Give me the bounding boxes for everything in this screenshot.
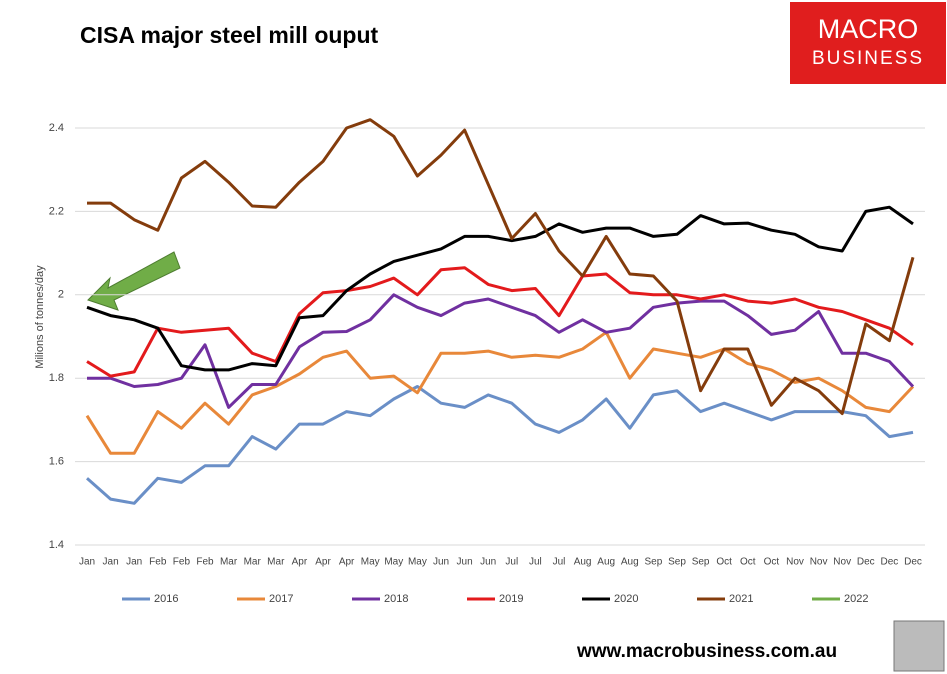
y-axis-label: Milions of tonnes/day bbox=[34, 265, 46, 369]
x-tick-label: May bbox=[384, 557, 403, 568]
x-tick-label: Jun bbox=[480, 557, 496, 568]
legend-label: 2022 bbox=[844, 593, 868, 605]
x-tick-label: Apr bbox=[339, 557, 355, 568]
x-tick-label: Oct bbox=[716, 557, 732, 568]
y-tick-label: 1.8 bbox=[49, 372, 64, 384]
chart-title: CISA major steel mill ouput bbox=[80, 22, 379, 48]
x-tick-label: Oct bbox=[740, 557, 756, 568]
x-tick-label: Feb bbox=[196, 557, 214, 568]
y-tick-label: 1.6 bbox=[49, 456, 64, 468]
legend-label: 2018 bbox=[384, 593, 408, 605]
legend-label: 2017 bbox=[269, 593, 293, 605]
x-tick-label: Dec bbox=[857, 557, 875, 568]
y-tick-label: 2.2 bbox=[49, 205, 64, 217]
x-tick-label: May bbox=[408, 557, 427, 568]
x-tick-label: Sep bbox=[668, 557, 686, 568]
x-tick-label: Nov bbox=[786, 557, 804, 568]
logo-text: MACRO bbox=[818, 14, 919, 44]
x-tick-label: Nov bbox=[833, 557, 851, 568]
logo-text: BUSINESS bbox=[812, 48, 924, 69]
x-tick-label: Jan bbox=[79, 557, 95, 568]
arrow bbox=[87, 251, 181, 311]
series-line bbox=[87, 118, 915, 416]
x-tick-label: Mar bbox=[220, 557, 238, 568]
x-tick-label: Mar bbox=[244, 557, 262, 568]
x-tick-label: Aug bbox=[574, 557, 592, 568]
x-tick-label: Mar bbox=[267, 557, 285, 568]
legend-label: 2016 bbox=[154, 593, 178, 605]
x-tick-label: Feb bbox=[173, 557, 191, 568]
series-line bbox=[85, 330, 915, 455]
logo-box bbox=[790, 2, 946, 84]
legend-label: 2021 bbox=[729, 593, 753, 605]
series-line bbox=[86, 266, 914, 378]
legend-label: 2020 bbox=[614, 593, 638, 605]
x-tick-label: May bbox=[361, 557, 380, 568]
x-tick-label: Jul bbox=[529, 557, 542, 568]
x-tick-label: Nov bbox=[810, 557, 828, 568]
logo-image bbox=[893, 620, 945, 672]
x-tick-label: Jun bbox=[433, 557, 449, 568]
x-tick-label: Jan bbox=[103, 557, 119, 568]
x-tick-label: Jul bbox=[553, 557, 566, 568]
x-tick-label: Apr bbox=[292, 557, 308, 568]
x-tick-label: Apr bbox=[315, 557, 331, 568]
legend-label: 2019 bbox=[499, 593, 523, 605]
series-line bbox=[86, 385, 914, 505]
y-tick-label: 1.4 bbox=[49, 539, 64, 551]
x-tick-label: Aug bbox=[621, 557, 639, 568]
y-tick-label: 2 bbox=[58, 289, 64, 301]
y-tick-label: 2.4 bbox=[49, 122, 64, 134]
x-tick-label: Sep bbox=[645, 557, 663, 568]
x-tick-label: Jul bbox=[505, 557, 518, 568]
x-tick-label: Sep bbox=[692, 557, 710, 568]
x-tick-label: Jun bbox=[457, 557, 473, 568]
x-tick-label: Jan bbox=[126, 557, 142, 568]
x-tick-label: Oct bbox=[764, 557, 780, 568]
x-tick-label: Feb bbox=[149, 557, 167, 568]
footer-url: www.macrobusiness.com.au bbox=[576, 641, 837, 662]
series-line bbox=[87, 293, 915, 409]
x-tick-label: Dec bbox=[904, 557, 922, 568]
x-tick-label: Dec bbox=[881, 557, 899, 568]
series-line bbox=[86, 205, 914, 372]
x-tick-label: Aug bbox=[597, 557, 615, 568]
